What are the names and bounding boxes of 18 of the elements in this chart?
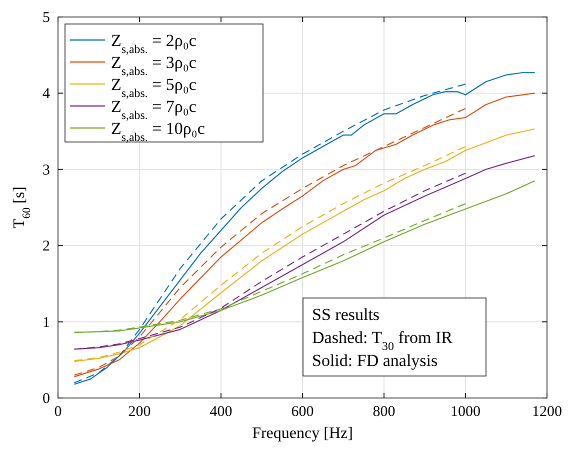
y-tick-label: 5 <box>42 10 50 26</box>
annotation: Dashed: T$_{30}$ from IR <box>312 328 454 353</box>
x-tick-label: 200 <box>128 404 151 420</box>
x-tick-label: 600 <box>291 404 314 420</box>
x-tick-label: 800 <box>372 404 396 420</box>
x-tick-label: 1000 <box>450 404 480 420</box>
annotation: SS results <box>312 305 380 324</box>
y-tick-label: 2 <box>42 238 50 255</box>
annotation: Solid: FD analysis <box>312 351 438 370</box>
x-tick-label: 0 <box>54 404 62 420</box>
y-tick-label: 4 <box>42 86 50 102</box>
x-tick-label: 400 <box>210 404 232 420</box>
legend-label: Z$_{s,abs.}$ = 2ρ₀c <box>111 31 197 56</box>
x-axis-title: Frequency [Hz] <box>252 425 353 442</box>
y-tick-label: 3 <box>42 162 50 178</box>
y-tick-label: 1 <box>42 314 50 331</box>
x-tick-label: 1200 <box>532 404 562 420</box>
y-tick-label: 0 <box>42 391 50 407</box>
